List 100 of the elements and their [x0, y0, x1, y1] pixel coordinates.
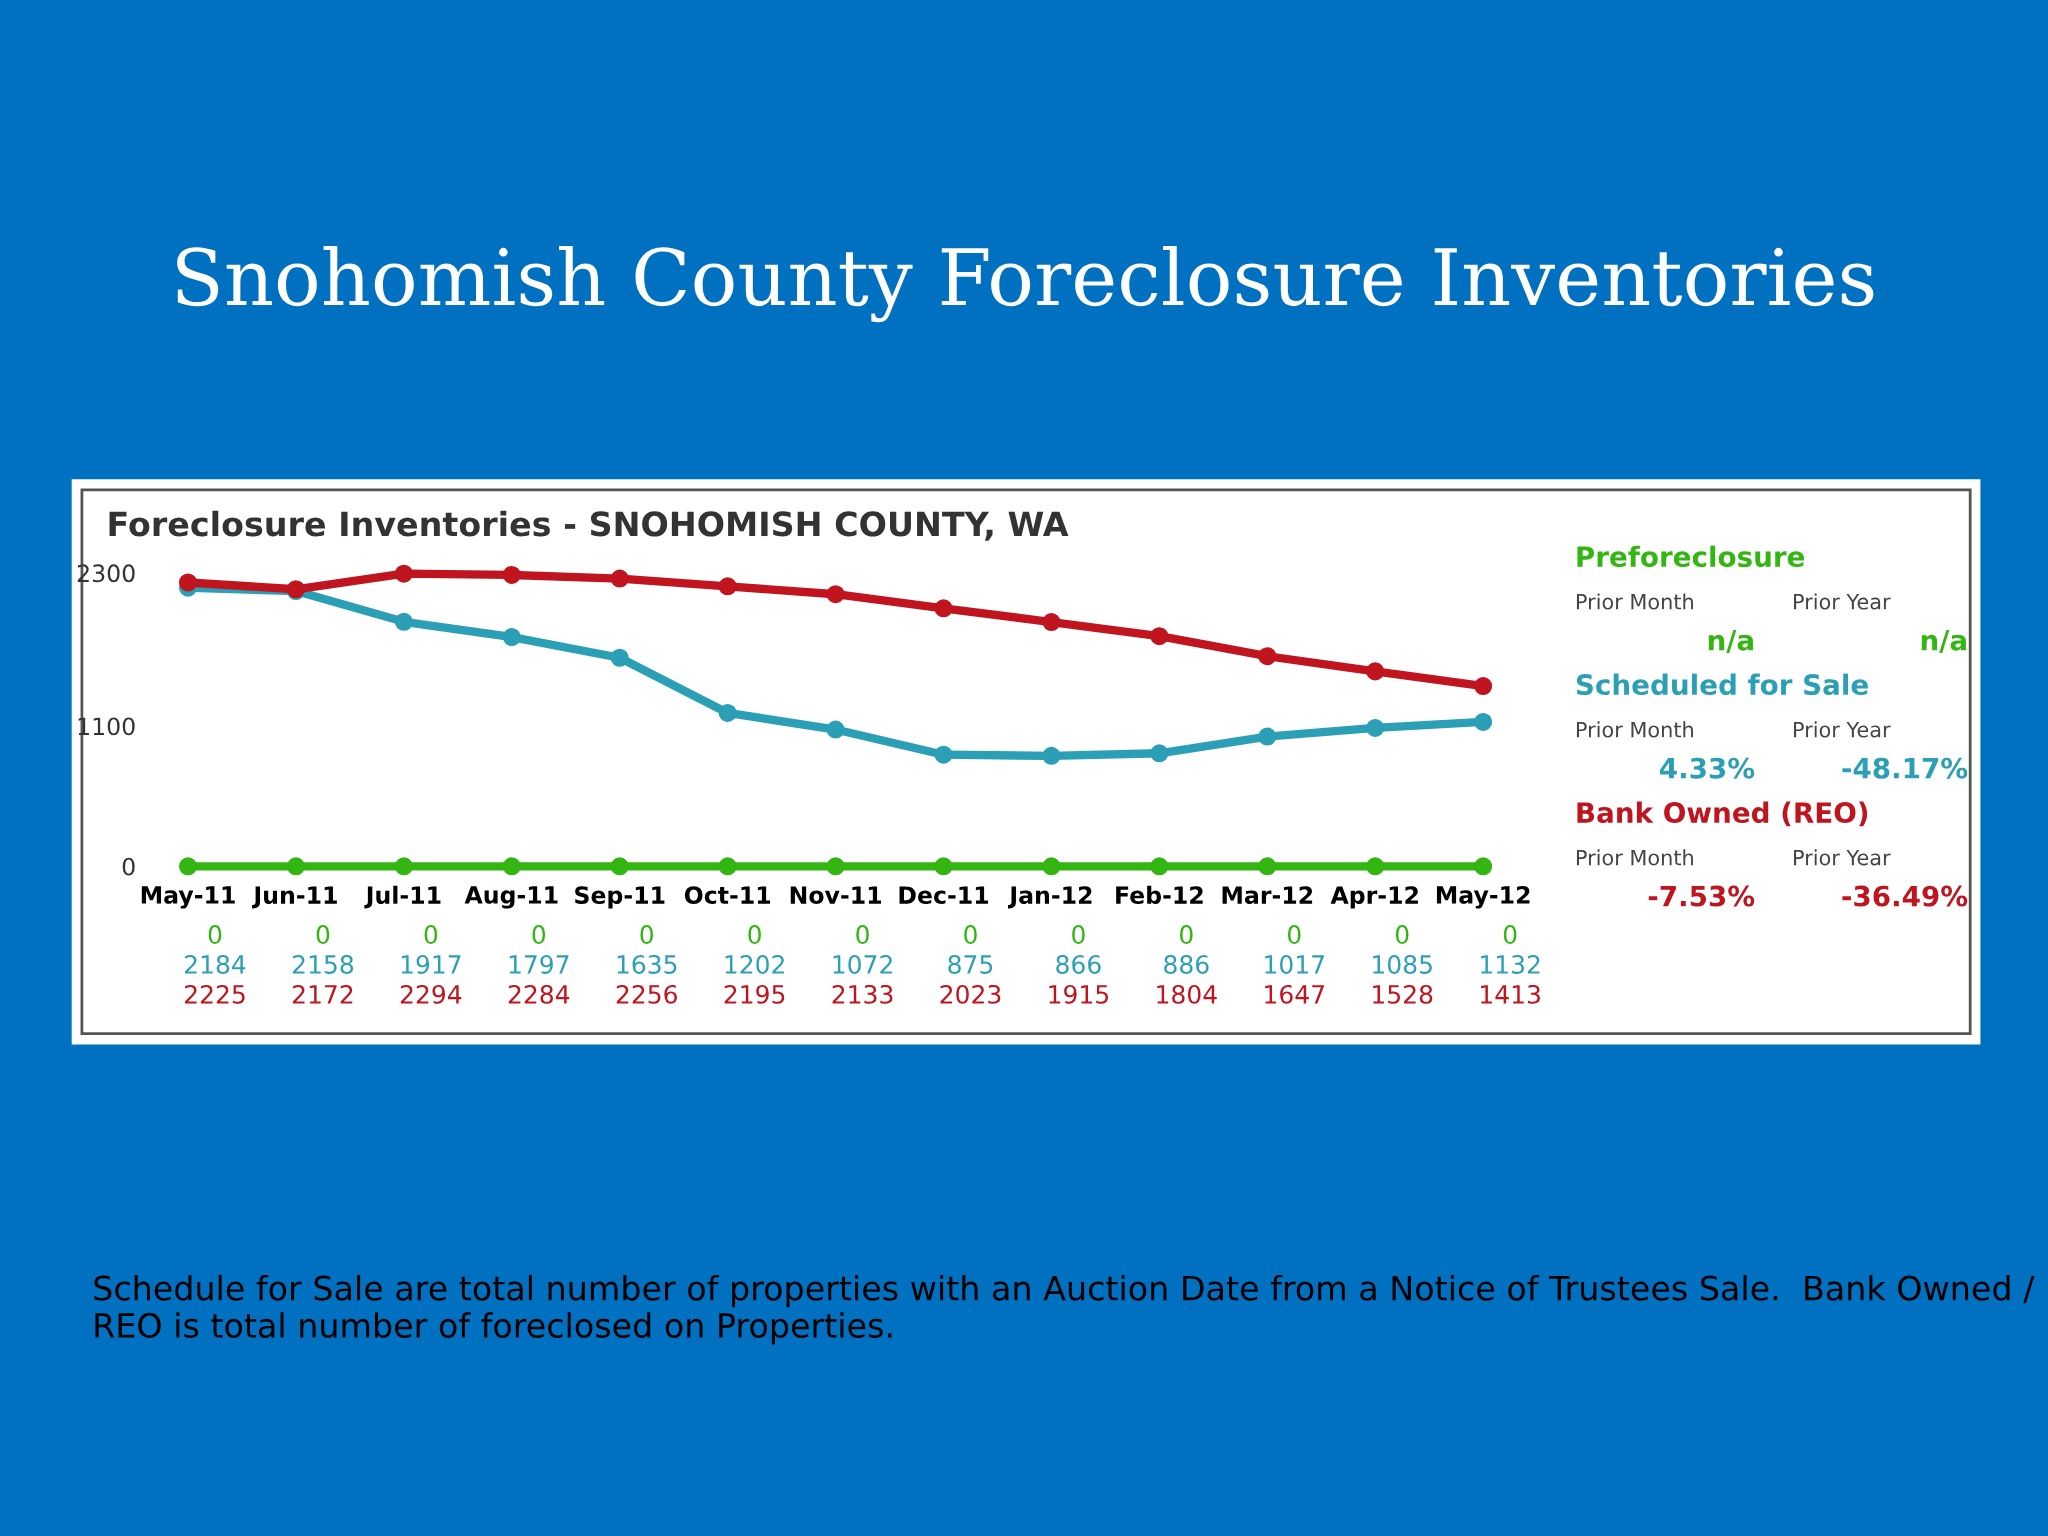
point	[934, 599, 953, 618]
point	[1042, 613, 1061, 632]
point	[718, 703, 737, 723]
x-tick-label: May-11	[141, 886, 235, 909]
data-label: 1647	[1265, 984, 1324, 1004]
point	[394, 564, 413, 583]
data-label: 1528	[1373, 984, 1433, 1004]
point	[1366, 718, 1385, 737]
chart-title: Snohomish County Foreclosure Inventories	[177, 245, 1874, 323]
data-label: 1915	[1049, 984, 1109, 1004]
data-label: 1132	[1481, 954, 1540, 974]
text: Prior Year	[1794, 849, 1891, 866]
point	[610, 648, 629, 667]
data-label: 1413	[1481, 984, 1540, 1004]
data-label: 2225	[185, 984, 245, 1004]
data-label: 0	[208, 925, 222, 944]
data-label: 1797	[509, 954, 569, 974]
point	[934, 745, 953, 764]
text: Prior Year	[1794, 721, 1891, 738]
text: Preforeclosure	[1577, 545, 1805, 568]
data-label: 0	[532, 925, 546, 944]
data-label: 0	[1287, 925, 1301, 944]
data-label: 0	[748, 925, 761, 944]
data-label: 0	[964, 925, 977, 944]
data-label: 0	[316, 925, 330, 944]
text: Prior Month	[1576, 849, 1693, 866]
point	[610, 857, 629, 876]
data-label: 2158	[292, 954, 354, 974]
point	[1042, 857, 1061, 876]
point	[1150, 857, 1169, 876]
point	[1150, 627, 1169, 646]
x-tick-label: Oct-11	[684, 886, 771, 905]
point	[1366, 857, 1385, 876]
x-tick-label: May-12	[1436, 885, 1530, 909]
text: Prior Year	[1794, 593, 1891, 610]
text: Bank Owned (REO)	[1577, 801, 1868, 827]
data-label: 2284	[508, 984, 570, 1004]
data-label: 0	[856, 925, 869, 944]
text: Prior Month	[1576, 593, 1693, 610]
x-tick-label: Mar-12	[1222, 886, 1313, 905]
point	[1474, 677, 1493, 696]
point	[1042, 746, 1061, 765]
x-tick-label: Sep-11	[575, 886, 665, 909]
data-label: 2133	[832, 984, 893, 1004]
data-label: 1017	[1265, 954, 1324, 974]
data-label: 0	[1180, 925, 1193, 944]
data-label: 1202	[725, 954, 784, 974]
point	[826, 585, 845, 604]
point	[826, 857, 845, 876]
x-tick-label: Aug-11	[464, 886, 558, 909]
data-label: 0	[1072, 925, 1085, 944]
point	[1474, 712, 1493, 731]
point	[502, 857, 521, 876]
point	[394, 857, 413, 876]
point	[1150, 744, 1169, 763]
y-tick-label: 0	[122, 857, 135, 876]
point	[718, 857, 737, 876]
x-tick-label: Feb-12	[1116, 885, 1203, 905]
point	[178, 573, 198, 592]
data-label: 1085	[1373, 954, 1432, 974]
text: Schedule for Sale are total number of properties with an Auction Date from a Notice of Trustees Sale. Bank Owned / REO is total number of foreclosed on Properties.	[94, 1274, 2035, 1345]
data-label: 2184	[185, 954, 246, 974]
data-label: 0	[1503, 925, 1517, 944]
chart-subtitle: Foreclosure Inventories - SNOHOMISH COUNTY, WA	[109, 510, 1069, 541]
point	[1258, 727, 1277, 746]
data-label: 2023	[940, 984, 1001, 1004]
text: Scheduled for Sale	[1576, 673, 1868, 696]
data-label: 1804	[1157, 984, 1217, 1004]
data-label: 875	[948, 954, 993, 974]
x-tick-label: Apr-12	[1330, 886, 1418, 909]
point	[502, 628, 521, 647]
point	[934, 857, 953, 876]
data-label: 0	[1395, 925, 1409, 944]
text: Prior Month	[1576, 721, 1693, 738]
x-tick-label: Nov-11	[790, 886, 881, 905]
x-tick-label: Jan-12	[1008, 886, 1092, 909]
data-label: 866	[1056, 954, 1101, 974]
point	[1474, 857, 1493, 876]
text: n/a	[1708, 630, 1753, 653]
data-label: 1072	[833, 954, 892, 974]
data-label: 1635	[617, 954, 677, 974]
text: 4.33%	[1660, 757, 1755, 779]
text: n/a	[1921, 630, 1966, 653]
data-label: 2256	[616, 984, 677, 1004]
data-label: 886	[1164, 954, 1209, 974]
point	[178, 857, 198, 876]
x-tick-label: Jul-11	[364, 885, 441, 909]
point	[1366, 662, 1385, 681]
point	[1258, 647, 1277, 666]
data-label: 2195	[724, 984, 785, 1004]
point	[1258, 857, 1277, 876]
point	[718, 577, 737, 596]
x-tick-label: Dec-11	[899, 886, 989, 905]
point	[826, 720, 845, 739]
point	[286, 857, 305, 876]
data-label: 2172	[292, 984, 353, 1004]
point	[394, 612, 413, 631]
text: -36.49%	[1842, 885, 1968, 907]
data-label: 1917	[401, 954, 461, 974]
data-label: 0	[640, 925, 654, 944]
